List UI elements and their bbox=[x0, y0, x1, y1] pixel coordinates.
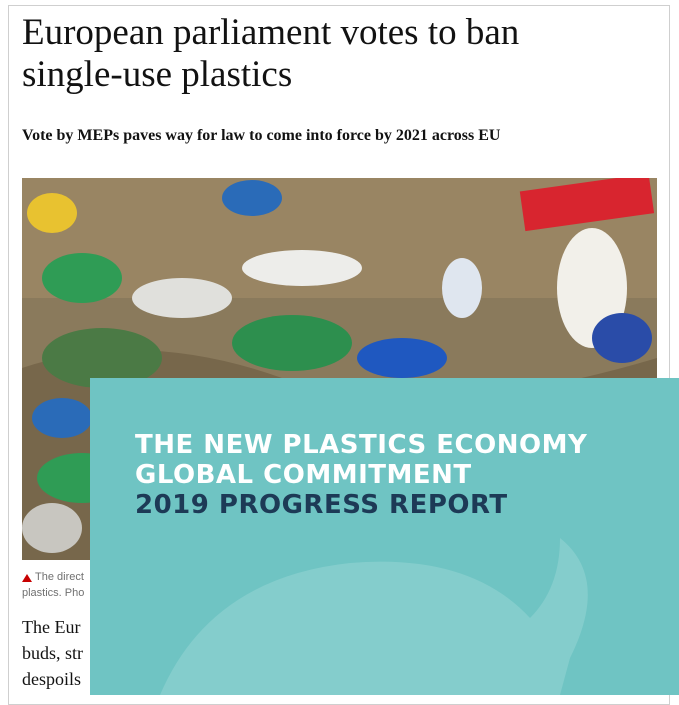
body-line: The Eur bbox=[22, 617, 81, 637]
report-cover: THE NEW PLASTICS ECONOMY GLOBAL COMMITME… bbox=[90, 378, 679, 695]
caption-line: plastics. Pho bbox=[22, 587, 85, 599]
caption-icon bbox=[22, 574, 32, 582]
body-line: buds, str bbox=[22, 643, 84, 663]
cover-subtitle: 2019 PROGRESS REPORT bbox=[135, 490, 508, 520]
cover-title: THE NEW PLASTICS ECONOMY bbox=[135, 430, 588, 460]
cover-title: GLOBAL COMMITMENT bbox=[135, 460, 472, 490]
caption-line: The direct bbox=[35, 571, 84, 583]
cover-art bbox=[160, 538, 588, 695]
standfirst: Vote by MEPs paves way for law to come i… bbox=[22, 127, 501, 144]
body-line: despoils bbox=[22, 669, 82, 689]
headline: European parliament votes to ban single-… bbox=[22, 12, 520, 95]
